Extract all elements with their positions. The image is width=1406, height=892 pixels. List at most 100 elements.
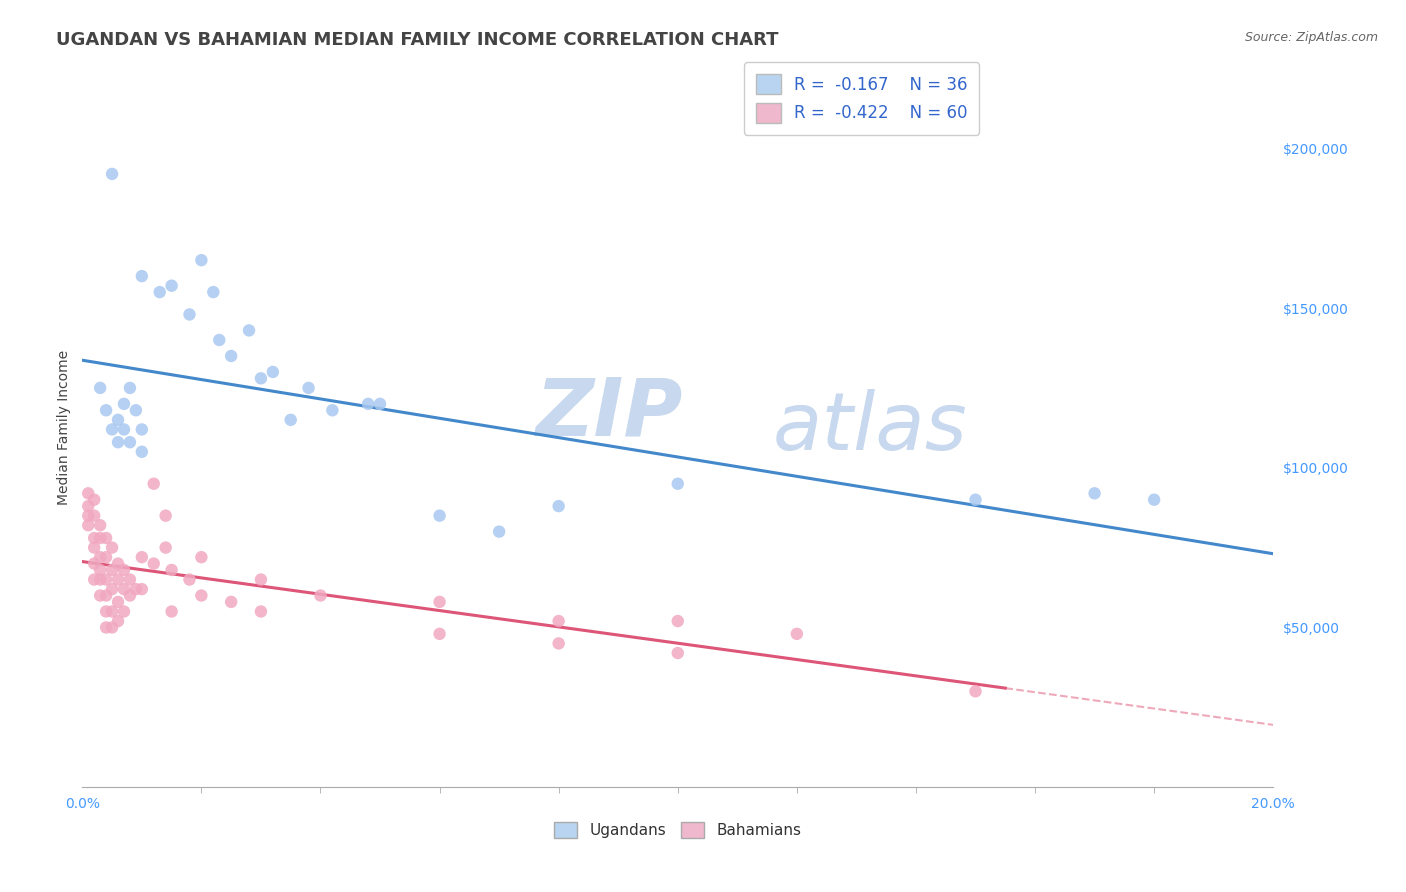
Point [101,563,124,577]
Point [118,573,141,587]
Point [429,595,451,609]
Point [131,269,153,284]
Point [429,508,451,523]
Point [89,550,111,565]
Point [1143,492,1166,507]
Point [118,589,141,603]
Point [250,371,273,385]
Point [219,595,242,609]
Text: ZIP: ZIP [534,375,682,452]
Point [83,573,105,587]
Point [666,476,689,491]
Point [125,582,148,596]
Point [190,589,212,603]
Point [77,518,100,533]
Point [238,323,260,337]
Point [112,582,135,596]
Point [262,365,284,379]
Point [250,573,273,587]
Point [179,573,201,587]
Point [107,614,129,628]
Point [94,620,117,634]
Point [107,413,129,427]
Point [179,308,201,322]
Point [429,627,451,641]
Point [83,508,105,523]
Point [112,422,135,436]
Point [83,492,105,507]
Point [125,403,148,417]
Point [142,476,165,491]
Point [160,563,183,577]
Point [488,524,510,539]
Point [107,595,129,609]
Point [309,589,332,603]
Point [94,589,117,603]
Point [89,589,111,603]
Point [101,620,124,634]
Point [965,492,987,507]
Point [250,605,273,619]
Point [160,278,183,293]
Point [547,636,569,650]
Point [112,563,135,577]
Point [368,397,391,411]
Point [202,285,225,299]
Y-axis label: Median Family Income: Median Family Income [58,351,72,506]
Point [321,403,343,417]
Point [89,573,111,587]
Point [142,557,165,571]
Point [1084,486,1107,500]
Point [547,614,569,628]
Point [219,349,242,363]
Text: atlas: atlas [773,389,967,467]
Point [965,684,987,698]
Point [131,444,153,458]
Point [94,403,117,417]
Point [190,550,212,565]
Point [149,285,172,299]
Point [107,557,129,571]
Point [83,541,105,555]
Point [280,413,302,427]
Point [89,531,111,545]
Point [101,422,124,436]
Point [118,381,141,395]
Point [107,435,129,450]
Point [101,541,124,555]
Point [297,381,319,395]
Point [77,486,100,500]
Point [666,614,689,628]
Point [160,605,183,619]
Point [89,518,111,533]
Point [666,646,689,660]
Point [118,435,141,450]
Point [131,550,153,565]
Legend: Ugandans, Bahamians: Ugandans, Bahamians [548,816,807,844]
Point [94,531,117,545]
Point [101,605,124,619]
Point [155,508,177,523]
Point [107,573,129,587]
Text: UGANDAN VS BAHAMIAN MEDIAN FAMILY INCOME CORRELATION CHART: UGANDAN VS BAHAMIAN MEDIAN FAMILY INCOME… [56,31,779,49]
Point [786,627,808,641]
Point [77,499,100,513]
Point [190,253,212,268]
Point [94,550,117,565]
Point [357,397,380,411]
Point [112,605,135,619]
Point [83,557,105,571]
Text: Source: ZipAtlas.com: Source: ZipAtlas.com [1244,31,1378,45]
Point [94,605,117,619]
Point [101,167,124,181]
Point [89,381,111,395]
Point [131,422,153,436]
Point [131,582,153,596]
Point [155,541,177,555]
Point [77,508,100,523]
Point [94,573,117,587]
Point [112,397,135,411]
Point [83,531,105,545]
Point [101,582,124,596]
Point [208,333,231,347]
